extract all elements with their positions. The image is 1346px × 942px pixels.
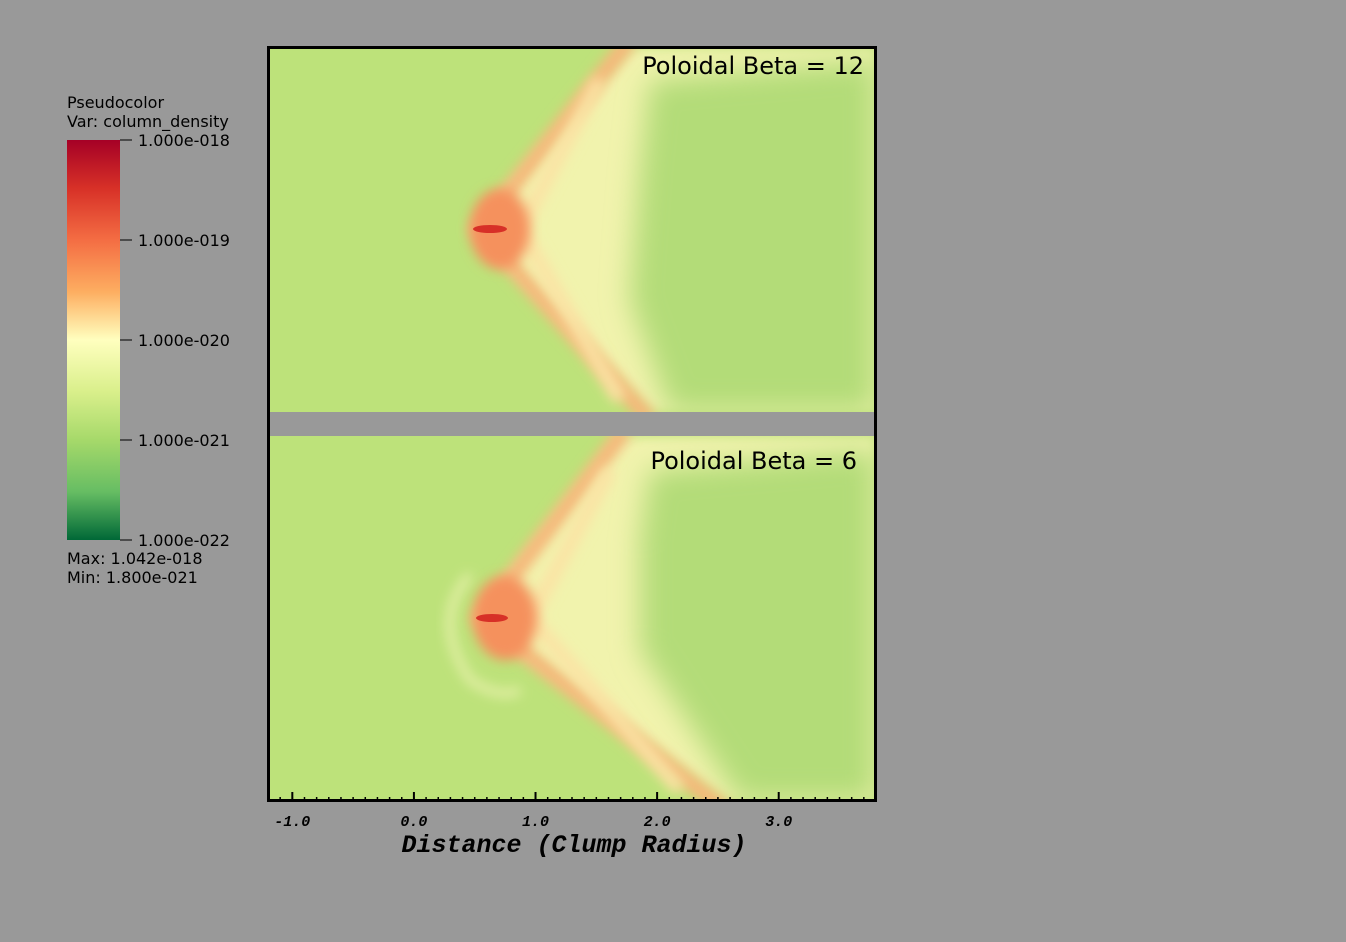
- colorbar: [67, 140, 120, 540]
- legend-max: Max: 1.042e-018: [67, 549, 203, 568]
- colorbar-label: 1.000e-018: [138, 131, 230, 150]
- colorbar-label: 1.000e-019: [138, 231, 230, 250]
- x-tick-label: 2.0: [644, 814, 671, 831]
- x-tick-label: -1.0: [274, 814, 310, 831]
- x-tick-label: 0.0: [400, 814, 427, 831]
- colorbar-label: 1.000e-022: [138, 531, 230, 550]
- panel-label: Poloidal Beta = 12: [642, 52, 864, 80]
- colorbar-label: 1.000e-020: [138, 331, 230, 350]
- panel-label: Poloidal Beta = 6: [650, 447, 857, 475]
- x-tick-label: 3.0: [765, 814, 792, 831]
- x-tick-label: 1.0: [522, 814, 549, 831]
- colorbar-label: 1.000e-021: [138, 431, 230, 450]
- panel-gap: [268, 412, 876, 436]
- x-axis-title: Distance (Clump Radius): [401, 831, 746, 860]
- field-bottom: [268, 436, 876, 801]
- field-top: [268, 47, 876, 412]
- legend-variable: Var: column_density: [67, 112, 229, 132]
- legend-title: Pseudocolor: [67, 93, 164, 112]
- legend-min: Min: 1.800e-021: [67, 568, 198, 587]
